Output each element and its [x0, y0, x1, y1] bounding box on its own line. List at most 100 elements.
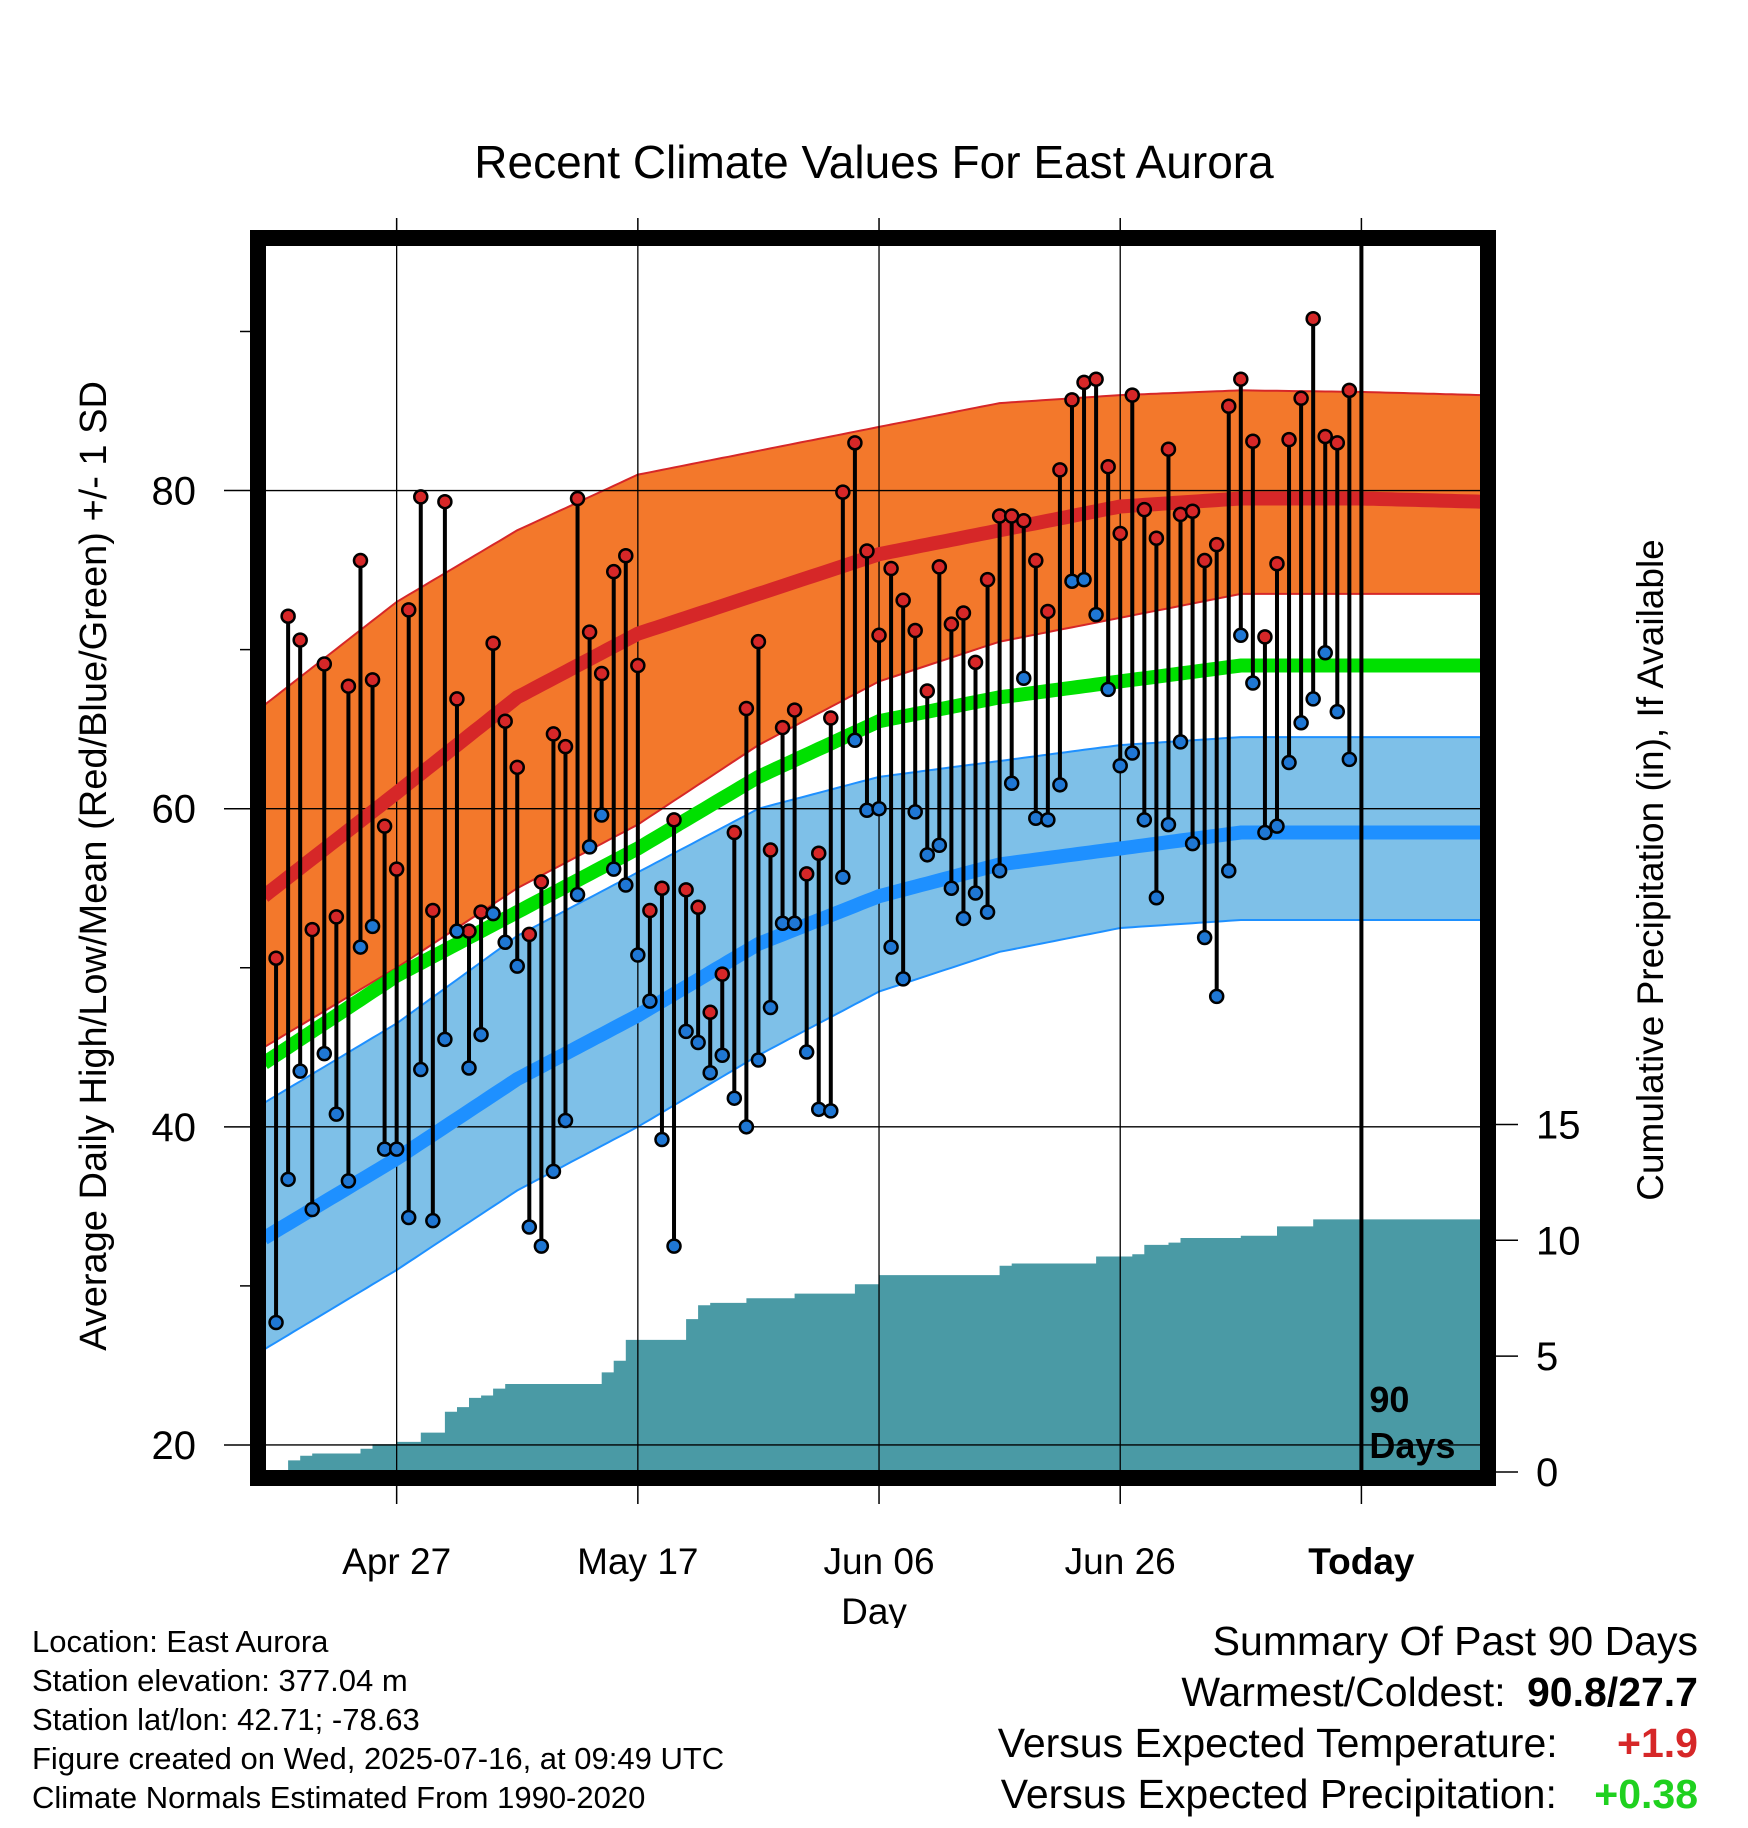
daily-high-point	[919, 683, 936, 699]
daily-low-point	[593, 807, 610, 823]
daily-high-point	[1317, 428, 1333, 445]
daily-high-point	[605, 563, 622, 580]
daily-high-point	[593, 665, 610, 682]
right-y-tick-label: 15	[1536, 1103, 1581, 1147]
precip-row: Versus Expected Precipitation: +0.38	[998, 1769, 1698, 1820]
daily-high-point	[1329, 435, 1346, 451]
daily-high-point	[642, 902, 658, 919]
daily-low-point	[955, 910, 972, 927]
daily-low-point	[871, 800, 887, 817]
y-axis-label-right: Cumulative Precipitation (in), If Availa…	[1630, 539, 1671, 1201]
daily-high-point	[388, 861, 405, 877]
daily-low-point	[1317, 645, 1333, 661]
daily-low-point	[533, 1238, 550, 1254]
daily-low-point	[642, 993, 658, 1009]
daily-high-point	[1088, 371, 1104, 387]
daily-low-point	[883, 939, 899, 955]
daily-high-point	[533, 874, 550, 890]
x-axis-label: Day	[841, 1591, 907, 1628]
today-days-number: 90	[1369, 1379, 1409, 1420]
x-tick-label: Jun 26	[1065, 1541, 1176, 1582]
daily-high-point	[1112, 525, 1128, 542]
daily-high-point	[1052, 462, 1068, 478]
high-sd-band	[264, 390, 1482, 1048]
daily-high-point	[557, 738, 574, 755]
daily-high-point	[328, 909, 345, 925]
daily-low-point	[569, 886, 586, 903]
daily-high-point	[449, 691, 465, 707]
daily-low-point	[1100, 681, 1116, 698]
high-lower-edge	[264, 592, 1482, 1049]
daily-low-point	[847, 732, 863, 749]
daily-high-point	[774, 719, 791, 736]
right-y-tick-label: 5	[1536, 1335, 1558, 1379]
temp-label: Versus Expected Temperature:	[997, 1720, 1558, 1766]
daily-high-point	[678, 882, 694, 898]
daily-high-point	[340, 678, 357, 694]
daily-high-point	[847, 435, 863, 451]
daily-high-point	[1221, 398, 1237, 414]
daily-high-point	[1245, 433, 1261, 449]
daily-low-point	[1257, 824, 1273, 841]
summary-heading: Summary Of Past 90 Days	[1212, 1618, 1698, 1664]
daily-high-point	[871, 627, 887, 644]
daily-high-point	[1257, 629, 1273, 645]
daily-high-point	[280, 608, 296, 624]
daily-low-point	[714, 1047, 731, 1063]
warm-cold-row: Warmest/Coldest: 90.8/27.7	[998, 1667, 1698, 1718]
daily-low-point	[557, 1112, 574, 1129]
daily-low-point	[895, 971, 911, 987]
daily-low-point	[1208, 988, 1225, 1005]
daily-low-point	[485, 905, 501, 922]
x-tick-label: Apr 27	[342, 1541, 451, 1582]
daily-high-point	[907, 622, 923, 639]
daily-high-point	[1160, 441, 1177, 457]
daily-low-point	[268, 1314, 284, 1331]
daily-low-point	[413, 1061, 429, 1078]
daily-high-point	[654, 880, 670, 896]
daily-low-point	[1221, 862, 1237, 879]
daily-low-point	[618, 877, 634, 893]
daily-high-point	[1100, 458, 1116, 475]
daily-high-point	[738, 700, 755, 717]
daily-low-point	[473, 1026, 489, 1043]
daily-low-point	[328, 1106, 345, 1122]
x-tick-label: Jun 06	[823, 1541, 934, 1582]
y-tick-label: 40	[152, 1106, 197, 1150]
daily-high-point	[1269, 555, 1285, 572]
daily-high-point	[352, 552, 369, 569]
daily-high-point	[690, 899, 706, 916]
daily-high-point	[762, 842, 779, 858]
daily-high-point	[1293, 390, 1309, 407]
daily-high-point	[1124, 387, 1141, 403]
daily-high-point	[931, 559, 948, 575]
precipitation-area	[288, 1219, 1482, 1472]
daily-high-point	[630, 657, 646, 674]
location-text: Location: East Aurora	[32, 1624, 329, 1659]
daily-low-point	[1136, 812, 1153, 828]
daily-high-point	[1136, 501, 1153, 518]
daily-low-point	[1245, 675, 1261, 691]
daily-low-point	[364, 918, 381, 935]
daily-low-point	[1341, 751, 1358, 768]
daily-low-point	[967, 885, 984, 901]
daily-low-point	[1196, 929, 1213, 946]
daily-low-point	[991, 862, 1008, 879]
daily-high-point	[1281, 431, 1297, 448]
daily-low-point	[1076, 571, 1092, 588]
daily-high-point	[726, 824, 743, 841]
x-tick-label: Today	[1308, 1541, 1415, 1582]
daily-high-point	[292, 632, 308, 648]
daily-high-point	[1233, 371, 1249, 387]
daily-low-point	[340, 1173, 357, 1189]
daily-high-point	[823, 710, 839, 726]
daily-high-point	[750, 633, 767, 650]
daily-low-point	[1088, 606, 1104, 623]
temp-value: +1.9	[1617, 1720, 1698, 1766]
daily-low-point	[907, 804, 923, 820]
daily-low-point	[1052, 777, 1068, 793]
daily-low-point	[1269, 818, 1285, 834]
daily-low-point	[449, 923, 465, 939]
daily-high-point	[497, 713, 513, 729]
daily-low-point	[316, 1045, 333, 1062]
